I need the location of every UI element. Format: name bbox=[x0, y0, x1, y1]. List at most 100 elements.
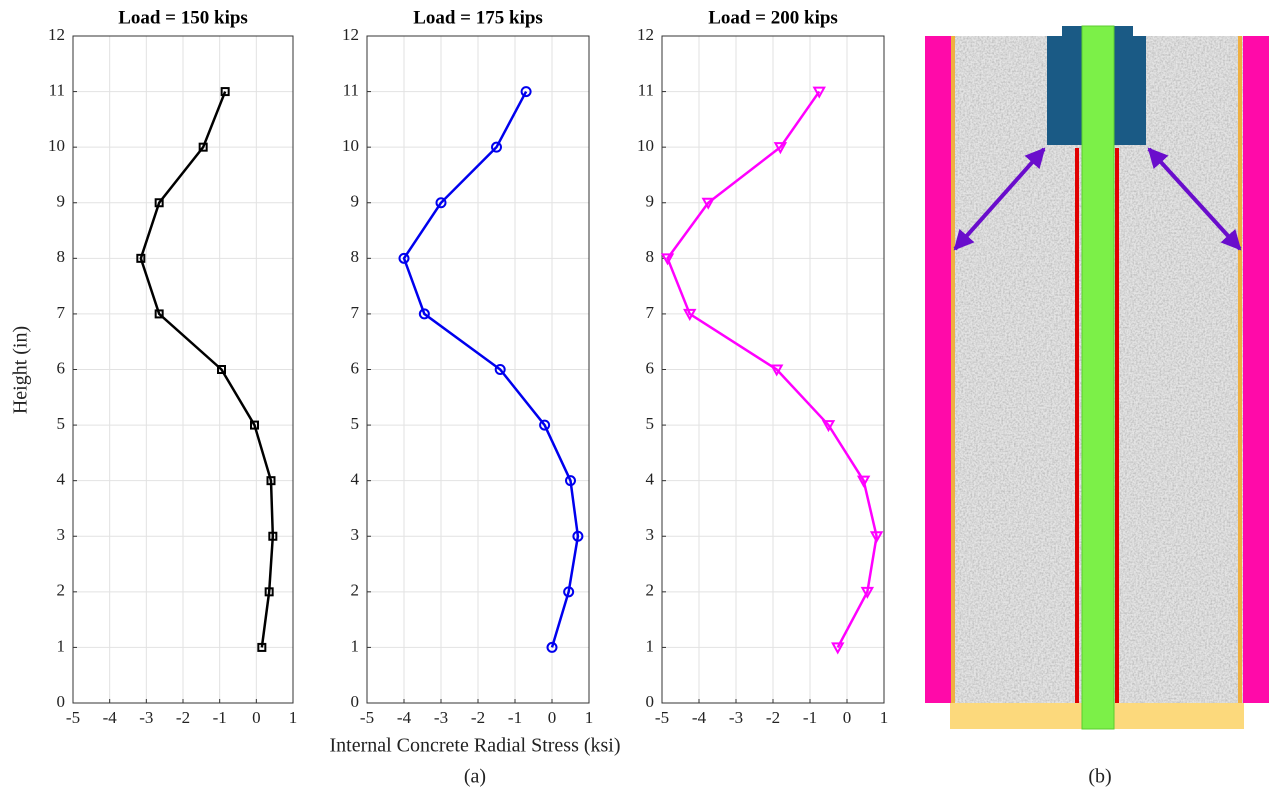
marker bbox=[494, 364, 506, 375]
duct-left bbox=[1075, 148, 1079, 703]
interface-right bbox=[1238, 36, 1242, 703]
x-tick-label: -2 bbox=[471, 708, 485, 727]
y-tick-label: 7 bbox=[646, 303, 655, 322]
y-tick-label: 4 bbox=[57, 470, 66, 489]
x-tick-label: 1 bbox=[880, 708, 889, 727]
anchor-left bbox=[1047, 26, 1083, 145]
y-tick-label: 2 bbox=[646, 581, 655, 600]
marker bbox=[154, 198, 164, 208]
marker bbox=[520, 86, 532, 98]
y-tick-label: 12 bbox=[342, 25, 359, 44]
y-tick-label: 3 bbox=[57, 525, 66, 544]
y-tick-label: 10 bbox=[637, 136, 654, 155]
marker bbox=[660, 253, 675, 266]
x-tick-label: -3 bbox=[434, 708, 448, 727]
marker bbox=[198, 142, 208, 152]
tendon bbox=[1081, 25, 1115, 730]
marker bbox=[856, 475, 871, 488]
y-axis-label: Height (in) bbox=[10, 326, 32, 414]
marker bbox=[266, 476, 276, 486]
y-tick-label: 7 bbox=[57, 303, 66, 322]
y-tick-label: 3 bbox=[351, 525, 360, 544]
y-tick-label: 2 bbox=[57, 581, 66, 600]
x-tick-label: 1 bbox=[289, 708, 298, 727]
marker bbox=[257, 642, 267, 652]
x-tick-label: 1 bbox=[585, 708, 594, 727]
x-tick-label: -1 bbox=[213, 708, 227, 727]
marker bbox=[217, 365, 226, 374]
x-tick-label: -3 bbox=[729, 708, 743, 727]
y-tick-label: 4 bbox=[646, 470, 655, 489]
x-tick-label: -2 bbox=[176, 708, 190, 727]
marker bbox=[869, 531, 884, 544]
y-tick-label: 11 bbox=[343, 80, 359, 99]
steel-tube-right bbox=[1243, 36, 1269, 703]
y-tick-label: 4 bbox=[351, 470, 360, 489]
x-axis-label: Internal Concrete Radial Stress (ksi) bbox=[329, 735, 620, 757]
marker bbox=[220, 87, 230, 97]
marker bbox=[418, 308, 430, 320]
panel-label: (a) bbox=[464, 766, 486, 788]
y-tick-label: 12 bbox=[637, 25, 654, 44]
marker bbox=[136, 253, 146, 263]
chart-title: Load = 175 kips bbox=[413, 7, 543, 28]
y-tick-label: 8 bbox=[646, 247, 655, 266]
x-tick-label: 0 bbox=[252, 708, 261, 727]
y-tick-label: 9 bbox=[57, 192, 66, 211]
y-tick-label: 1 bbox=[646, 636, 655, 655]
y-tick-label: 8 bbox=[351, 247, 360, 266]
y-tick-label: 10 bbox=[48, 136, 65, 155]
marker bbox=[268, 531, 278, 541]
marker bbox=[250, 420, 259, 430]
marker bbox=[770, 364, 784, 377]
x-tick-label: -1 bbox=[508, 708, 522, 727]
marker bbox=[683, 308, 697, 321]
y-tick-label: 0 bbox=[646, 692, 655, 711]
y-tick-label: 6 bbox=[646, 358, 655, 377]
x-tick-label: -3 bbox=[139, 708, 153, 727]
data-line bbox=[402, 90, 580, 648]
x-tick-label: 0 bbox=[548, 708, 557, 727]
y-tick-label: 5 bbox=[57, 414, 66, 433]
steel-tube-left bbox=[925, 36, 951, 703]
y-tick-label: 1 bbox=[351, 636, 360, 655]
plot-frame bbox=[366, 35, 590, 704]
y-tick-label: 7 bbox=[351, 303, 360, 322]
x-tick-label: -4 bbox=[103, 708, 118, 727]
chart-title: Load = 200 kips bbox=[708, 7, 838, 28]
y-tick-label: 6 bbox=[57, 358, 66, 377]
x-tick-label: -5 bbox=[66, 708, 80, 727]
marker bbox=[546, 641, 558, 653]
y-tick-label: 12 bbox=[48, 25, 65, 44]
y-tick-label: 11 bbox=[49, 80, 65, 99]
panel-label: (b) bbox=[1088, 766, 1111, 788]
interface-left bbox=[951, 36, 955, 703]
data-line bbox=[139, 91, 275, 648]
y-tick-label: 11 bbox=[638, 80, 654, 99]
marker bbox=[701, 197, 715, 210]
x-tick-label: -4 bbox=[692, 708, 707, 727]
y-tick-label: 1 bbox=[57, 636, 66, 655]
marker bbox=[154, 309, 164, 319]
plot-frame bbox=[661, 35, 885, 704]
y-tick-label: 5 bbox=[351, 414, 360, 433]
marker bbox=[435, 197, 447, 209]
x-tick-label: -2 bbox=[766, 708, 780, 727]
marker bbox=[831, 642, 845, 655]
marker bbox=[860, 586, 875, 599]
marker bbox=[398, 252, 410, 264]
y-tick-label: 9 bbox=[646, 192, 655, 211]
x-tick-label: 0 bbox=[843, 708, 852, 727]
y-tick-label: 10 bbox=[342, 136, 359, 155]
marker bbox=[773, 142, 788, 155]
marker bbox=[565, 475, 576, 487]
x-tick-label: -5 bbox=[655, 708, 669, 727]
y-tick-label: 9 bbox=[351, 192, 360, 211]
y-tick-label: 0 bbox=[351, 692, 360, 711]
anchor-right bbox=[1113, 26, 1146, 145]
duct-right bbox=[1115, 148, 1119, 703]
arrow-right bbox=[1147, 147, 1242, 251]
data-line bbox=[666, 90, 878, 649]
y-tick-label: 6 bbox=[351, 358, 360, 377]
